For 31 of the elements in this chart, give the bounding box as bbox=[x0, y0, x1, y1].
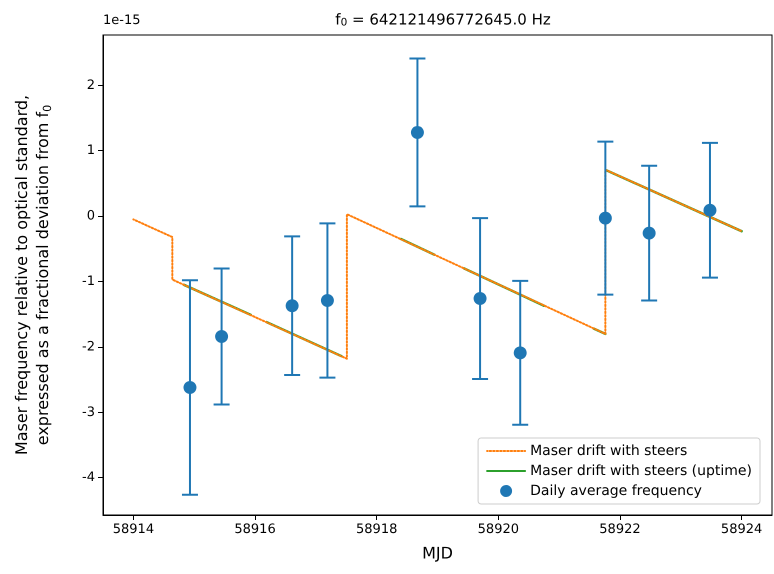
point bbox=[410, 126, 424, 139]
y-tick-label: 2 bbox=[86, 78, 95, 93]
chart-title: f0 = 642121496772645.0 Hz bbox=[335, 10, 551, 28]
x-tick-label: 58914 bbox=[112, 522, 154, 537]
point bbox=[642, 226, 656, 240]
legend-label: Maser drift with steers (uptime) bbox=[530, 463, 752, 479]
line-series bbox=[132, 168, 743, 360]
y-tick-label: -4 bbox=[82, 470, 95, 486]
point bbox=[598, 212, 612, 225]
point bbox=[514, 346, 527, 360]
y-tick-label: 0 bbox=[86, 208, 95, 224]
point bbox=[286, 299, 299, 312]
point bbox=[703, 204, 716, 217]
point bbox=[320, 294, 334, 307]
x-tick-label: 58916 bbox=[234, 522, 276, 537]
legend-label: Daily average frequency bbox=[530, 483, 702, 499]
y-tick-label: -3 bbox=[82, 404, 95, 420]
point bbox=[474, 292, 487, 306]
y-axis-title: Maser frequency relative to optical standard, expressed as a fractional deviation from f0 bbox=[12, 94, 54, 456]
x-axis-title: MJD bbox=[422, 544, 453, 562]
x-tick-label: 58920 bbox=[478, 522, 519, 537]
point bbox=[215, 330, 228, 343]
x-tick-label: 58924 bbox=[720, 522, 762, 537]
y-tick-label: 1 bbox=[86, 143, 95, 158]
x-tick-label: 58922 bbox=[599, 522, 641, 537]
legend-label: Maser drift with steers bbox=[530, 443, 688, 459]
x-tick-label: 58918 bbox=[356, 522, 398, 537]
text: 1e-15 bbox=[103, 13, 141, 28]
y-tick-label: -2 bbox=[82, 339, 95, 354]
y-tick-label: -1 bbox=[82, 274, 95, 290]
point bbox=[183, 380, 196, 394]
